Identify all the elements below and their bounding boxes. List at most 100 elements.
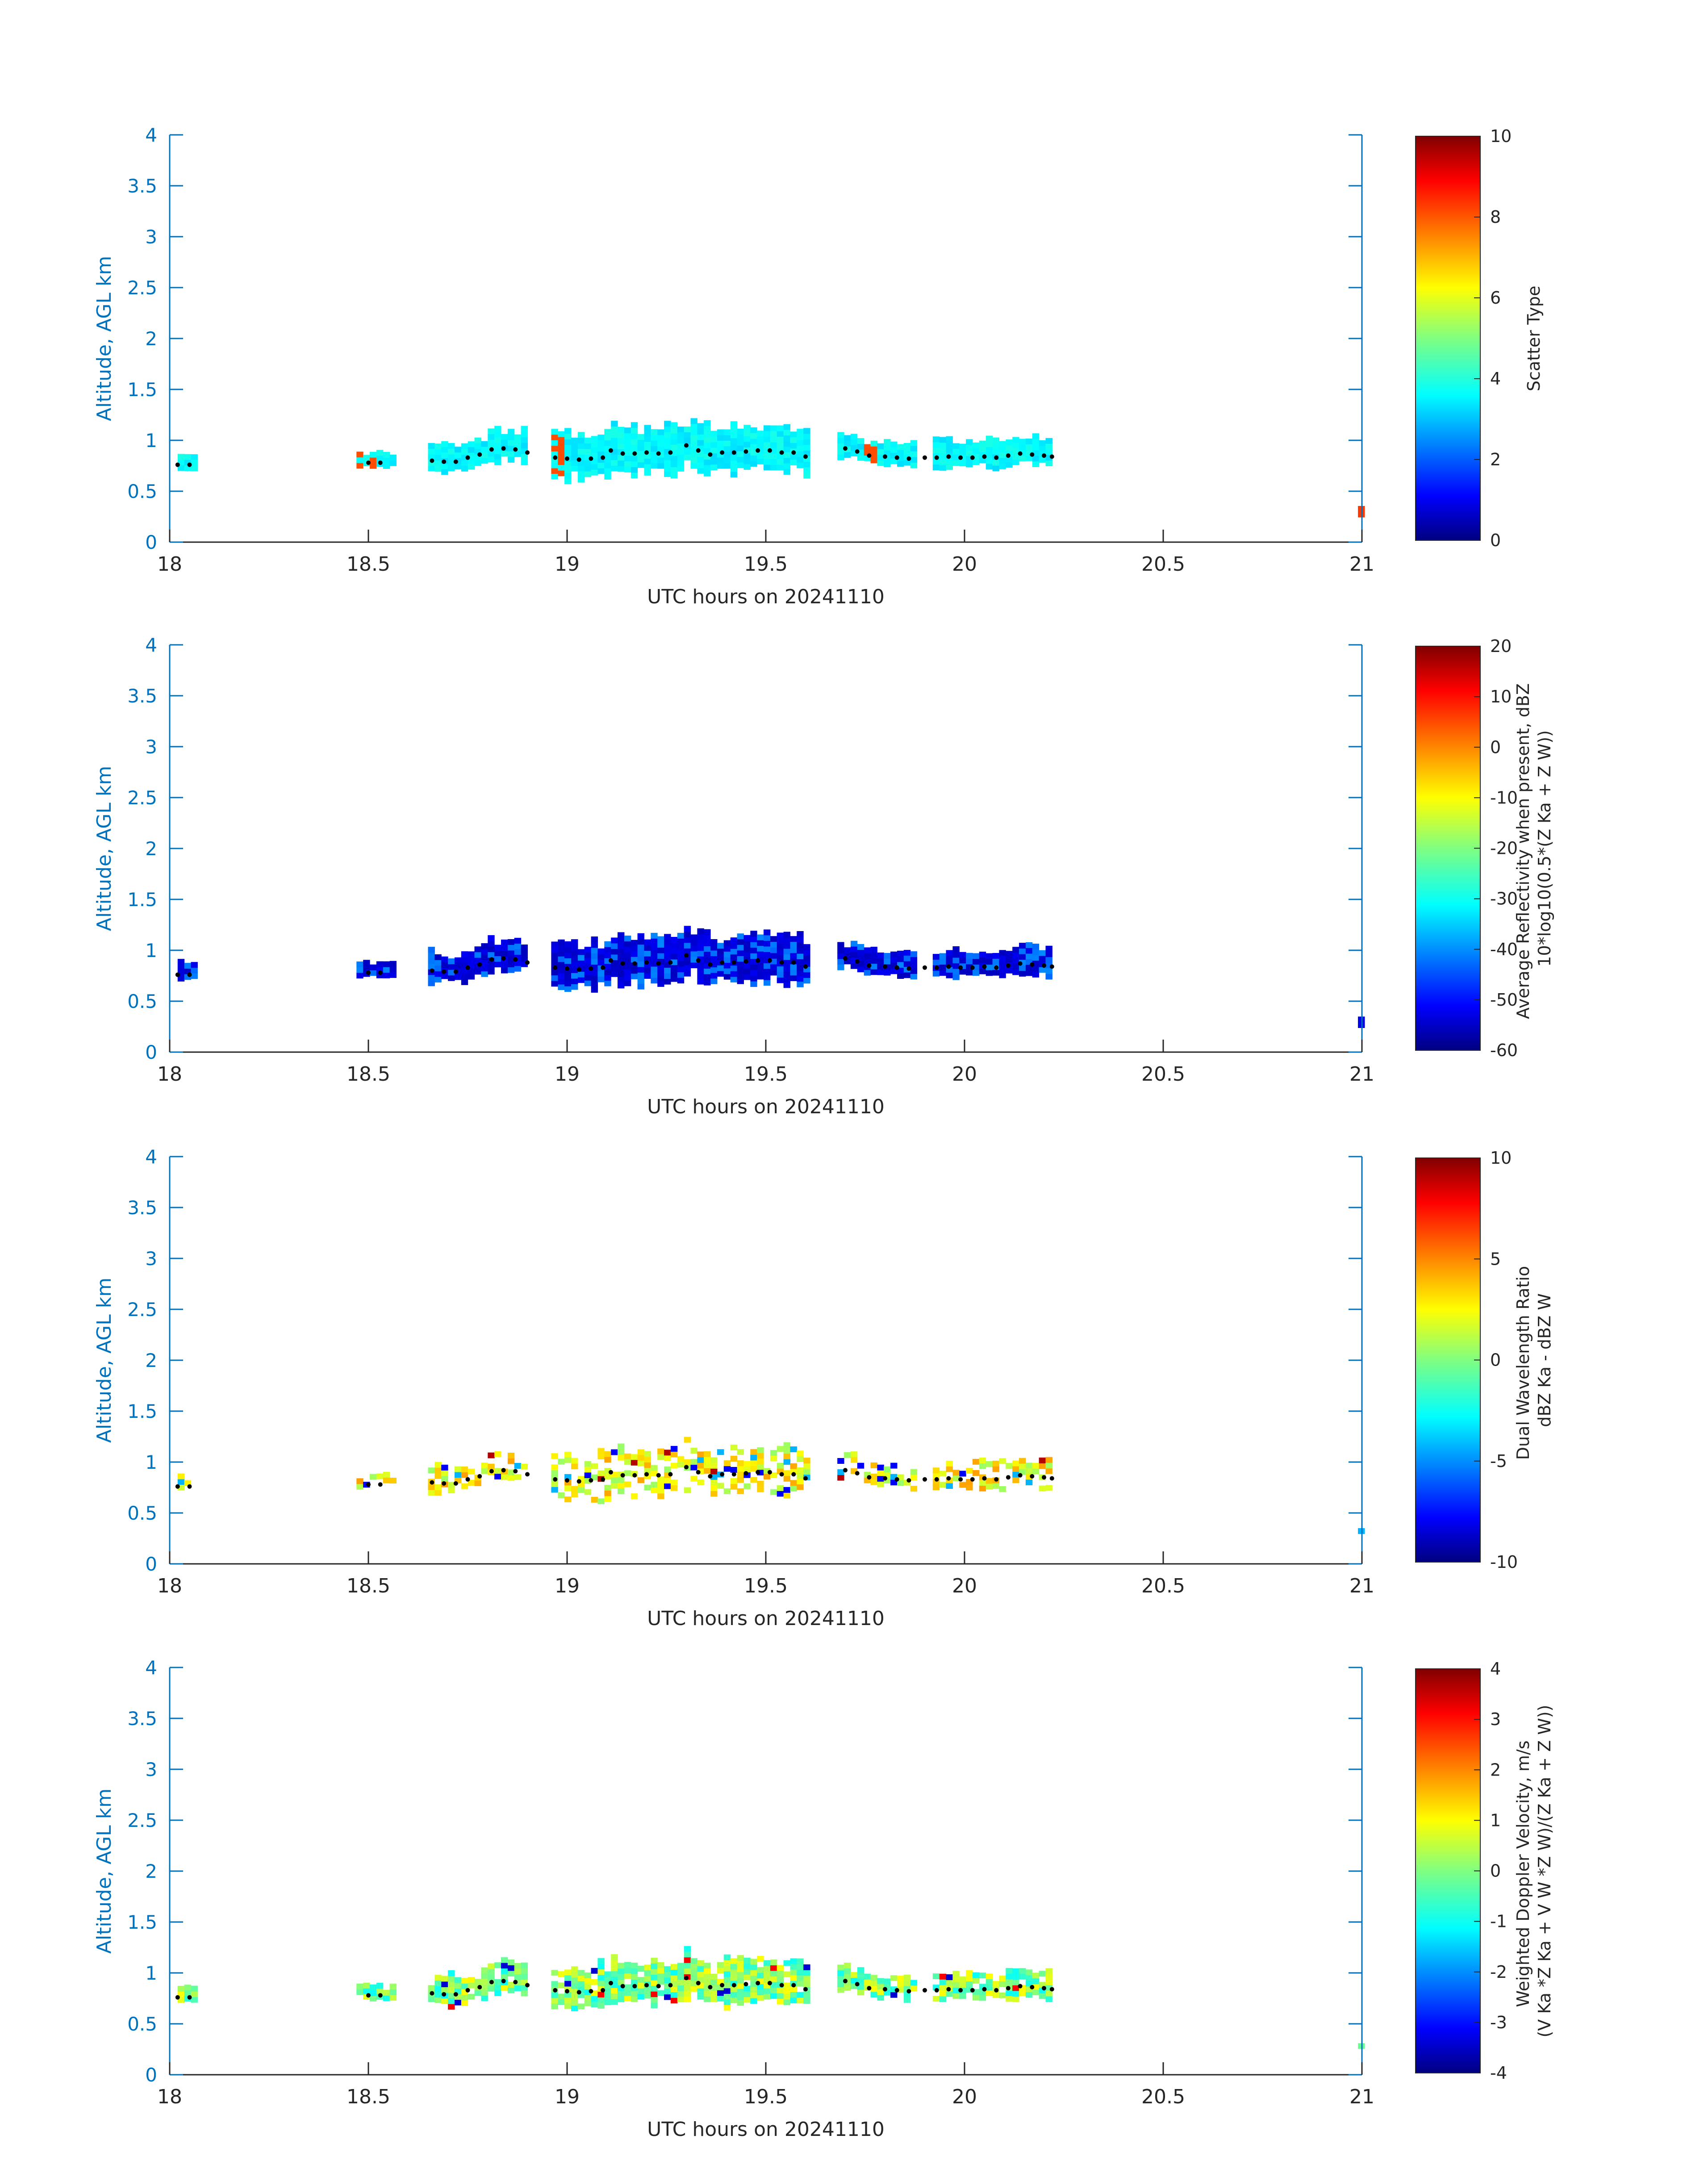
- cloud-base-dot: [668, 450, 673, 455]
- x-tick-label: 18: [157, 1575, 182, 1597]
- x-tick-label: 20.5: [1141, 2085, 1185, 2108]
- data-pixel: [474, 437, 481, 443]
- data-pixel: [764, 1971, 771, 1977]
- data-pixel: [959, 957, 966, 964]
- data-pixel: [783, 1993, 790, 2000]
- data-pixel: [777, 459, 784, 465]
- cloud-base-dot: [970, 455, 975, 460]
- data-pixel: [1032, 444, 1040, 451]
- data-pixel: [551, 1481, 558, 1487]
- data-pixel: [903, 443, 911, 449]
- data-pixel: [797, 462, 804, 468]
- cloud-base-dot: [589, 1478, 593, 1483]
- data-pixel: [571, 950, 578, 957]
- data-pixel: [514, 965, 522, 972]
- data-pixel: [946, 1483, 953, 1489]
- y-tick-label: 0.5: [127, 990, 157, 1012]
- cloud-base-dot: [489, 447, 494, 452]
- data-pixel: [803, 1992, 810, 1998]
- data-pixel: [877, 958, 884, 964]
- data-pixel: [611, 1954, 618, 1960]
- data-pixel: [797, 936, 804, 943]
- data-pixel: [584, 1489, 592, 1495]
- data-pixel: [551, 953, 558, 959]
- data-pixel: [952, 454, 960, 460]
- data-pixel: [737, 950, 744, 956]
- data-pixel: [591, 942, 598, 948]
- data-pixel: [455, 1999, 462, 2006]
- cloud-base-dot: [465, 455, 470, 460]
- data-pixel: [664, 460, 671, 466]
- cloud-base-dot: [906, 1478, 911, 1483]
- cloud-base-dot: [1006, 1986, 1011, 1991]
- colorbar-tick-label: -20: [1490, 839, 1518, 858]
- data-pixel: [979, 1458, 986, 1463]
- data-pixel: [507, 961, 515, 968]
- data-pixel: [611, 1477, 618, 1483]
- y-tick-label: 4: [145, 124, 157, 146]
- cloud-base-dot: [656, 451, 661, 456]
- data-pixel: [376, 1983, 384, 1989]
- data-pixel: [790, 969, 797, 976]
- data-pixel: [488, 1463, 495, 1470]
- data-pixel: [664, 471, 671, 477]
- data-pixel: [521, 1990, 528, 1997]
- data-pixel: [631, 1459, 638, 1466]
- data-pixel: [448, 443, 455, 449]
- y-tick-label: 1.5: [127, 1911, 157, 1933]
- data-pixel: [670, 1964, 678, 1970]
- data-pixel: [644, 1456, 651, 1462]
- data-pixel: [558, 470, 565, 476]
- data-pixel: [910, 451, 918, 457]
- data-pixel: [389, 1989, 397, 1995]
- data-pixel: [651, 1958, 658, 1964]
- data-pixel: [597, 954, 605, 960]
- y-tick-label: 2.5: [127, 1809, 157, 1831]
- data-pixel: [1012, 1979, 1019, 1985]
- data-pixel: [1032, 433, 1040, 439]
- data-pixel: [597, 971, 605, 977]
- data-pixel: [959, 1976, 966, 1982]
- data-pixel: [952, 1987, 960, 1993]
- data-pixel: [618, 426, 625, 433]
- data-pixel: [803, 1463, 810, 1469]
- data-pixel: [750, 981, 757, 987]
- data-pixel: [657, 1488, 664, 1494]
- data-pixel: [591, 1996, 598, 2002]
- data-pixel: [717, 440, 724, 447]
- data-pixel: [803, 944, 810, 950]
- data-pixel: [644, 950, 651, 957]
- data-pixel: [571, 978, 578, 984]
- y-tick-label: 3: [145, 1248, 157, 1270]
- colorbar-tick-label: 5: [1490, 1249, 1501, 1269]
- data-pixel: [664, 1455, 671, 1461]
- data-pixel: [966, 450, 973, 456]
- data-pixel: [777, 453, 784, 460]
- data-pixel: [571, 956, 578, 962]
- data-pixel: [501, 451, 508, 457]
- data-pixel: [631, 1974, 638, 1980]
- data-pixel: [1032, 1468, 1040, 1475]
- data-pixel: [521, 454, 528, 460]
- data-pixel: [584, 465, 592, 472]
- data-pixel: [710, 1491, 718, 1497]
- data-pixel: [890, 1992, 898, 1998]
- data-pixel: [558, 453, 565, 460]
- data-pixel: [677, 449, 685, 455]
- data-pixel: [877, 1995, 884, 2001]
- data-pixel: [564, 467, 572, 473]
- data-pixel: [979, 1485, 986, 1492]
- data-pixel: [743, 464, 751, 470]
- data-pixel: [750, 461, 757, 467]
- data-pixel: [837, 443, 844, 449]
- data-pixel: [777, 949, 784, 955]
- y-tick-label: 1: [145, 1451, 157, 1473]
- data-pixel: [684, 432, 691, 438]
- data-pixel: [790, 1480, 797, 1486]
- cloud-base-dot: [378, 1482, 383, 1487]
- data-pixel: [631, 1996, 638, 2002]
- data-pixel: [952, 1993, 960, 1999]
- data-pixel: [1032, 1972, 1040, 1979]
- data-pixel: [1006, 1979, 1013, 1985]
- data-pixel: [591, 986, 598, 993]
